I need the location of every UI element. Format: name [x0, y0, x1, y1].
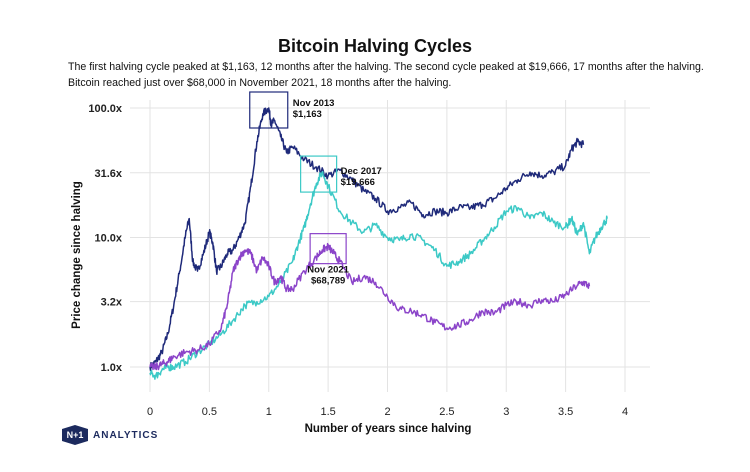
annotation-label: Dec 2017	[341, 166, 382, 177]
y-tick-label: 100.0x	[88, 103, 123, 115]
brand-mark-icon: N+1	[62, 425, 88, 445]
y-axis-label: Price change since halving	[71, 181, 83, 329]
y-tick-label: 10.0x	[94, 233, 122, 245]
x-tick-label: 3	[503, 406, 509, 418]
y-tick-label: 1.0x	[101, 362, 123, 374]
x-tick-label: 2.5	[439, 406, 454, 418]
annotation-box	[300, 155, 338, 193]
annotation-value: $19,666	[341, 177, 375, 188]
x-tick-label: 2	[384, 406, 390, 418]
brand-name: ANALYTICS	[93, 429, 159, 441]
brand-logo: N+1 ANALYTICS	[62, 425, 158, 445]
chart-title: Bitcoin Halving Cycles	[277, 36, 473, 56]
x-tick-label: 0.5	[202, 406, 217, 418]
subtitle-line-1: The first halving cycle peaked at $1,163…	[68, 61, 704, 73]
annotation-box	[309, 233, 347, 265]
x-tick-label: 0	[147, 406, 153, 418]
y-tick-label: 31.6x	[94, 168, 122, 180]
annotation-value: $68,789	[311, 276, 345, 287]
y-tick-label: 3.2x	[101, 297, 123, 309]
chart-subtitle: The first halving cycle peaked at $1,163…	[68, 59, 738, 91]
annotation-label: Nov 2021	[307, 265, 349, 276]
x-tick-label: 1	[266, 406, 272, 418]
annotation-value: $1,163	[293, 109, 322, 120]
x-tick-label: 1.5	[320, 406, 335, 418]
subtitle-line-2: Bitcoin reached just over $68,000 in Nov…	[68, 77, 452, 89]
series-line-3	[149, 242, 591, 371]
x-axis-label: Number of years since halving	[305, 423, 472, 435]
annotation-box	[249, 91, 289, 129]
x-tick-label: 3.5	[558, 406, 573, 418]
x-tick-label: 4	[622, 406, 628, 418]
series-line-1	[149, 107, 585, 372]
annotation-label: Nov 2013	[293, 98, 335, 109]
